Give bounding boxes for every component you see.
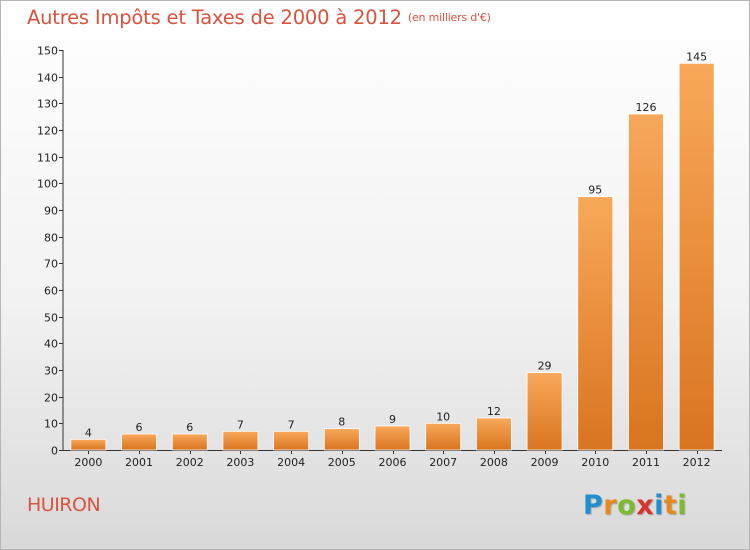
logo-letter: P (583, 490, 604, 521)
y-tick-label: 100 (37, 178, 58, 191)
x-tick-label: 2000 (74, 456, 102, 469)
y-tick-label: 140 (37, 72, 58, 85)
logo-letter: r (603, 490, 618, 521)
logo-letter: i (654, 490, 664, 521)
chart-axes: 0 10 20 30 40 50 60 70 80 90 100 110 120 130 140 150 (37, 45, 722, 458)
x-tick-label: 2003 (226, 456, 254, 469)
y-tick-label: 80 (44, 232, 58, 245)
bar (222, 430, 259, 451)
y-tick-label: 130 (37, 98, 58, 111)
y-tick-label: 60 (44, 285, 58, 298)
data-label: 12 (487, 405, 501, 418)
logo-letter: o (617, 490, 637, 521)
bar (273, 430, 310, 451)
logo-letter: t (663, 490, 678, 521)
data-label: 29 (538, 360, 552, 373)
proxiti-logo[interactable]: Proxiti (583, 490, 687, 521)
x-tick-label: 2012 (683, 456, 711, 469)
y-tick-label: 110 (37, 152, 58, 165)
chart-title-text: Autres Impôts et Taxes de 2000 à 2012 (27, 6, 402, 29)
x-tick-label: 2007 (429, 456, 457, 469)
x-tick-label: 2008 (480, 456, 508, 469)
y-tick-label: 50 (44, 312, 58, 325)
data-label: 10 (436, 410, 450, 423)
chart-title: Autres Impôts et Taxes de 2000 à 2012 (en… (27, 6, 491, 29)
data-label: 8 (338, 416, 345, 429)
logo-letter: x (636, 490, 655, 521)
chart-labels: 2000 4 2001 6 2002 6 2003 7 2004 7 2005 8 2006 9 2007 1… (74, 50, 710, 469)
y-tick-label: 0 (51, 445, 58, 458)
data-label: 126 (635, 101, 656, 114)
x-tick-label: 2011 (632, 456, 660, 469)
bar (475, 417, 512, 451)
x-tick-label: 2005 (328, 456, 356, 469)
bar (70, 438, 107, 451)
bar (526, 372, 563, 451)
x-tick-label: 2002 (176, 456, 204, 469)
y-tick-label: 120 (37, 125, 58, 138)
data-label: 145 (686, 50, 707, 63)
bar (374, 425, 411, 451)
y-tick-label: 90 (44, 205, 58, 218)
data-label: 4 (85, 426, 92, 439)
town-name: HUIRON (27, 494, 101, 516)
bar (425, 422, 462, 451)
y-tick-label: 30 (44, 365, 58, 378)
y-tick-label: 40 (44, 338, 58, 351)
bar (577, 196, 614, 451)
chart-subtitle: (en milliers d'€) (407, 11, 491, 24)
x-tick-label: 2004 (277, 456, 305, 469)
x-tick-label: 2006 (379, 456, 407, 469)
x-tick-label: 2001 (125, 456, 153, 469)
bar (121, 433, 157, 451)
y-tick-label: 150 (37, 45, 58, 58)
bar (171, 433, 208, 451)
x-tick-label: 2010 (581, 456, 609, 469)
bar (678, 62, 715, 451)
data-label: 7 (237, 418, 244, 431)
chart-bars (70, 62, 715, 451)
y-tick-label: 70 (44, 258, 58, 271)
data-label: 9 (389, 413, 396, 426)
bar (628, 113, 664, 451)
data-label: 95 (588, 184, 602, 197)
logo-letter: i (677, 490, 688, 521)
x-tick-label: 2009 (531, 456, 559, 469)
data-label: 6 (136, 421, 143, 434)
bar (323, 428, 360, 451)
y-tick-label: 20 (44, 392, 58, 405)
data-label: 6 (186, 421, 193, 434)
data-label: 7 (288, 418, 295, 431)
y-tick-label: 10 (44, 418, 58, 431)
